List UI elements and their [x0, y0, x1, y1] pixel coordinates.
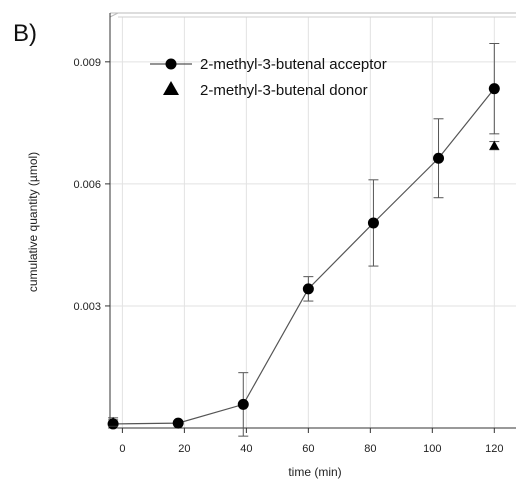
y-axis-ticks: 0.003 0.006 0.009	[73, 57, 110, 313]
series-1	[107, 43, 500, 437]
panel-label: B)	[13, 20, 37, 47]
x-tick-label: 120	[485, 443, 503, 455]
plot-frame	[109, 12, 516, 429]
legend-acceptor-marker	[165, 58, 177, 70]
x-tick-label: 80	[364, 443, 376, 455]
x-axis-ticks: 0 20 40 60 80 100 120	[119, 428, 503, 455]
data-point-circle	[302, 283, 314, 295]
legend-donor-label: 2-methyl-3-butenal donor	[200, 82, 368, 99]
x-tick-label: 40	[240, 443, 252, 455]
data-point-circle	[433, 152, 445, 164]
legend-donor-marker	[163, 81, 179, 95]
y-tick-label: 0.006	[73, 179, 101, 191]
x-tick-label: 0	[119, 443, 125, 455]
x-tick-label: 20	[178, 443, 190, 455]
series-layer	[107, 43, 500, 437]
plot-top-corner	[109, 12, 119, 18]
x-axis-title: time (min)	[288, 465, 341, 479]
legend: 2-methyl-3-butenal acceptor 2-methyl-3-b…	[150, 56, 387, 99]
legend-acceptor-label: 2-methyl-3-butenal acceptor	[200, 56, 387, 73]
data-point-circle	[237, 398, 249, 410]
y-tick-label: 0.003	[73, 301, 101, 313]
data-point-circle	[172, 417, 184, 429]
series-line	[113, 88, 495, 425]
data-point-triangle	[489, 140, 500, 150]
x-tick-label: 100	[423, 443, 441, 455]
data-point-triangle	[108, 416, 119, 426]
gridlines	[110, 17, 516, 428]
y-tick-label: 0.009	[73, 57, 101, 69]
data-point-circle	[367, 217, 379, 229]
x-tick-label: 60	[302, 443, 314, 455]
series-2	[108, 140, 500, 427]
data-point-circle	[488, 83, 500, 95]
y-axis-title: cumulative quantity (µmol)	[26, 152, 40, 292]
